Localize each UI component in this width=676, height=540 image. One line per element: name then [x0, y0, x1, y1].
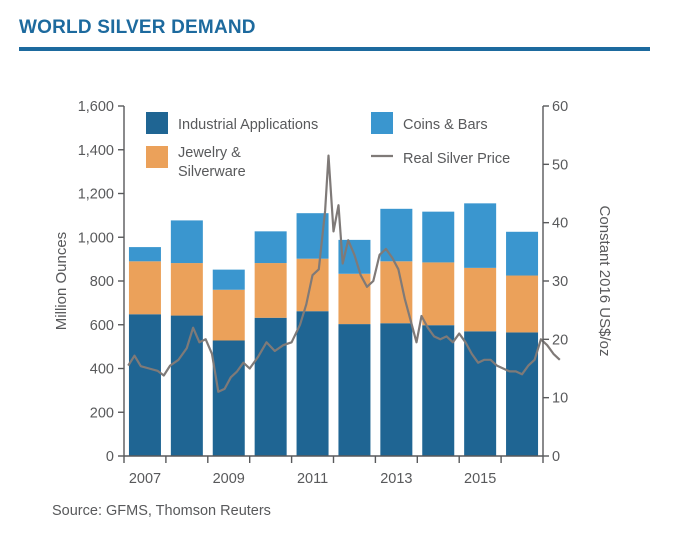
bar-coins-2016 — [506, 231, 539, 276]
y2-axis-label: Constant 2016 US$/oz — [596, 206, 613, 357]
left-tick-label-4: 800 — [90, 274, 114, 290]
bar-coins-2015 — [464, 203, 497, 268]
bar-industrial-2016 — [506, 332, 539, 456]
bar-industrial-2014 — [422, 325, 455, 456]
title-rule — [19, 47, 650, 51]
bar-jewelry-2014 — [422, 262, 455, 326]
bar-coins-2009 — [212, 269, 245, 290]
x-tick-label-2015: 2015 — [464, 471, 496, 487]
bar-jewelry-2016 — [506, 275, 539, 333]
bar-jewelry-2007 — [128, 261, 161, 315]
bar-industrial-2007 — [128, 314, 161, 456]
bar-industrial-2010 — [254, 317, 287, 456]
y-axis-label: Million Ounces — [53, 232, 70, 330]
bar-industrial-2009 — [212, 340, 245, 456]
bar-industrial-2013 — [380, 323, 413, 456]
legend-swatch-coins — [371, 112, 393, 134]
legend-label-jewelry-0: Jewelry & — [178, 145, 241, 161]
bar-jewelry-2008 — [170, 263, 203, 316]
chart-title: WORLD SILVER DEMAND — [19, 17, 256, 38]
x-tick-label-2011: 2011 — [297, 471, 328, 487]
bar-jewelry-2013 — [380, 261, 413, 324]
left-tick-label-5: 1,000 — [78, 230, 114, 246]
bar-jewelry-2011 — [296, 258, 329, 312]
bar-coins-2013 — [380, 208, 413, 262]
bar-coins-2007 — [128, 247, 161, 262]
left-tick-label-7: 1,400 — [78, 143, 114, 159]
bar-jewelry-2009 — [212, 289, 245, 341]
source-note: Source: GFMS, Thomson Reuters — [52, 503, 271, 519]
right-tick-label-0: 0 — [552, 449, 560, 465]
x-tick-label-2013: 2013 — [380, 471, 412, 487]
x-tick-label-2007: 2007 — [129, 471, 161, 487]
right-tick-label-6: 60 — [552, 99, 568, 115]
x-tick-label-2009: 2009 — [213, 471, 245, 487]
right-tick-label-1: 10 — [552, 391, 568, 407]
bar-coins-2010 — [254, 231, 287, 264]
bar-industrial-2012 — [338, 324, 371, 456]
silver-demand-chart: 0 200 400 600 800 1,000 1,200 1,400 1,600 0 10 20 30… — [53, 99, 613, 487]
right-tick-label-2: 20 — [552, 332, 568, 348]
legend-label-price: Real Silver Price — [403, 151, 510, 167]
left-tick-label-1: 200 — [90, 405, 114, 421]
bar-jewelry-2015 — [464, 267, 497, 332]
right-tick-label-4: 40 — [552, 216, 568, 232]
legend-swatch-jewelry — [146, 146, 168, 168]
bar-jewelry-2012 — [338, 273, 371, 325]
left-tick-label-2: 400 — [90, 362, 114, 378]
legend-label-industrial: Industrial Applications — [178, 117, 318, 133]
bar-jewelry-2010 — [254, 263, 287, 318]
legend-label-coins: Coins & Bars — [403, 117, 488, 133]
bar-coins-2014 — [422, 211, 455, 263]
left-tick-label-6: 1,200 — [78, 187, 114, 203]
legend-label-jewelry-1: Silverware — [178, 164, 246, 180]
legend-swatch-industrial — [146, 112, 168, 134]
bar-industrial-2011 — [296, 311, 329, 456]
bar-industrial-2015 — [464, 331, 497, 456]
left-tick-label-8: 1,600 — [78, 99, 114, 115]
right-tick-label-3: 30 — [552, 274, 568, 290]
right-tick-label-5: 50 — [552, 157, 568, 173]
real-silver-price-line — [127, 154, 561, 393]
left-tick-label-3: 600 — [90, 318, 114, 334]
bar-coins-2008 — [170, 220, 203, 264]
left-tick-label-0: 0 — [106, 449, 114, 465]
